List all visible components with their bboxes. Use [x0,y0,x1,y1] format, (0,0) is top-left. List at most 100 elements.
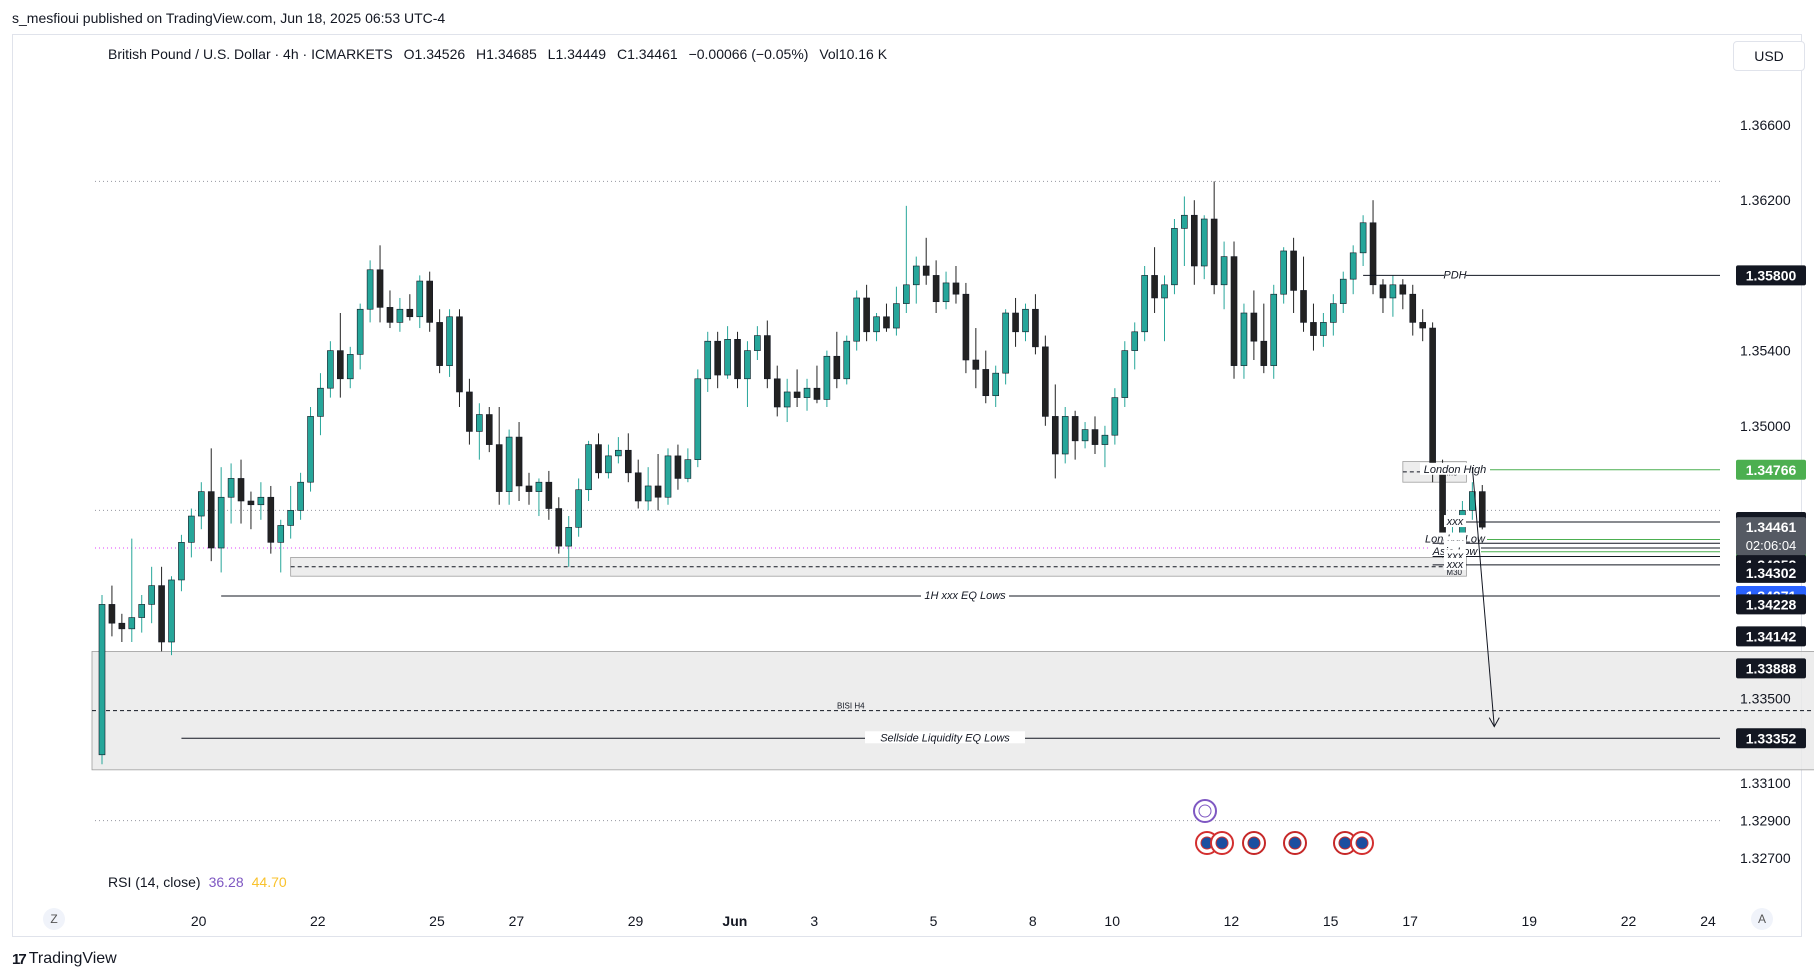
candle-body[interactable] [714,340,721,376]
candle-body[interactable] [515,436,523,487]
candle-body[interactable] [366,269,374,310]
candle-body[interactable] [188,515,195,543]
candle-body[interactable] [207,491,215,549]
candle-body[interactable] [813,387,821,400]
candle-body[interactable] [992,372,1000,397]
candle-body[interactable] [565,527,573,547]
candle-body[interactable] [1320,322,1327,336]
target-arrow[interactable] [1471,467,1495,727]
candle-body[interactable] [922,265,930,276]
candle-body[interactable] [1349,252,1357,280]
candle-body[interactable] [654,485,662,498]
candle-body[interactable] [1310,322,1317,336]
candle-body[interactable] [1181,214,1188,229]
candle-body[interactable] [1379,284,1387,299]
candle-body[interactable] [227,478,235,498]
candle-body[interactable] [942,282,950,303]
candle-body[interactable] [575,489,582,528]
candle-body[interactable] [1339,278,1347,304]
candle-body[interactable] [148,585,155,605]
candle-body[interactable] [356,308,364,355]
candle-body[interactable] [823,355,831,400]
candle-body[interactable] [1200,218,1208,267]
candle-body[interactable] [297,481,304,511]
candle-body[interactable] [903,284,910,304]
candle-body[interactable] [1161,284,1168,299]
candle-body[interactable] [1478,491,1486,528]
candle-body[interactable] [912,265,920,286]
candle-body[interactable] [605,455,612,474]
candle-body[interactable] [1012,312,1019,333]
candle-body[interactable] [476,414,483,432]
candle-body[interactable] [317,387,324,417]
candle-body[interactable] [1111,397,1119,436]
candle-body[interactable] [1230,256,1238,366]
candle-body[interactable] [694,378,702,460]
price-tag-bg[interactable] [1736,728,1806,749]
candle-body[interactable] [644,485,652,502]
candle-body[interactable] [1429,327,1436,474]
candle-body[interactable] [247,500,255,506]
candle-body[interactable] [1260,340,1268,366]
candle-body[interactable] [883,316,890,329]
candle-body[interactable] [783,391,791,408]
candle-body[interactable] [198,491,205,517]
candle-body[interactable] [98,604,106,756]
candle-body[interactable] [346,354,354,380]
candle-body[interactable] [257,496,265,506]
candle-body[interactable] [1330,303,1337,323]
candle-body[interactable] [1151,275,1158,299]
price-tag-bg[interactable] [1736,459,1806,480]
candle-body[interactable] [436,322,443,366]
candle-body[interactable] [505,436,513,492]
candle-body[interactable] [952,282,960,295]
candle-body[interactable] [1280,250,1287,295]
candle-body[interactable] [962,293,970,361]
candle-body[interactable] [128,617,136,630]
auto-scale-button[interactable]: A [1751,908,1773,930]
candle-body[interactable] [485,414,493,445]
candle-body[interactable] [108,604,116,624]
candle-body[interactable] [1220,256,1228,286]
candle-body[interactable] [1061,416,1069,455]
candle-body[interactable] [535,481,543,492]
candle-body[interactable] [1270,293,1278,366]
candle-body[interactable] [972,359,980,370]
candle-body[interactable] [1002,312,1009,374]
candle-body[interactable] [893,303,900,329]
candle-body[interactable] [1101,434,1109,445]
candle-body[interactable] [982,369,990,397]
candle-body[interactable] [545,481,553,509]
candle-body[interactable] [307,416,314,483]
candle-body[interactable] [1250,312,1258,342]
candle-body[interactable] [1131,331,1139,351]
candle-body[interactable] [1032,308,1039,348]
candle-body[interactable] [376,269,384,308]
price-tag-bg[interactable] [1736,626,1806,647]
candle-body[interactable] [1081,429,1089,442]
candle-body[interactable] [1359,222,1367,254]
candle-body[interactable] [724,339,731,376]
candle-body[interactable] [446,316,453,366]
candle-body[interactable] [1240,312,1248,366]
candle-body[interactable] [684,459,692,479]
candle-body[interactable] [1071,416,1079,442]
candle-body[interactable] [178,542,185,581]
candle-body[interactable] [1419,322,1426,329]
candle-body[interactable] [456,316,463,393]
candle-body[interactable] [595,444,602,474]
candle-body[interactable] [168,579,175,643]
candle-body[interactable] [873,316,880,333]
candle-body[interactable] [1300,290,1307,323]
candle-body[interactable] [853,297,860,342]
price-tag-bg[interactable] [1736,658,1806,679]
candle-body[interactable] [466,391,473,432]
candle-body[interactable] [615,449,622,457]
candle-body[interactable] [704,340,712,380]
candle-body[interactable] [803,387,811,398]
candle-body[interactable] [833,355,841,380]
candle-body[interactable] [1051,416,1059,455]
candle-body[interactable] [664,455,672,498]
candle-body[interactable] [426,280,433,323]
